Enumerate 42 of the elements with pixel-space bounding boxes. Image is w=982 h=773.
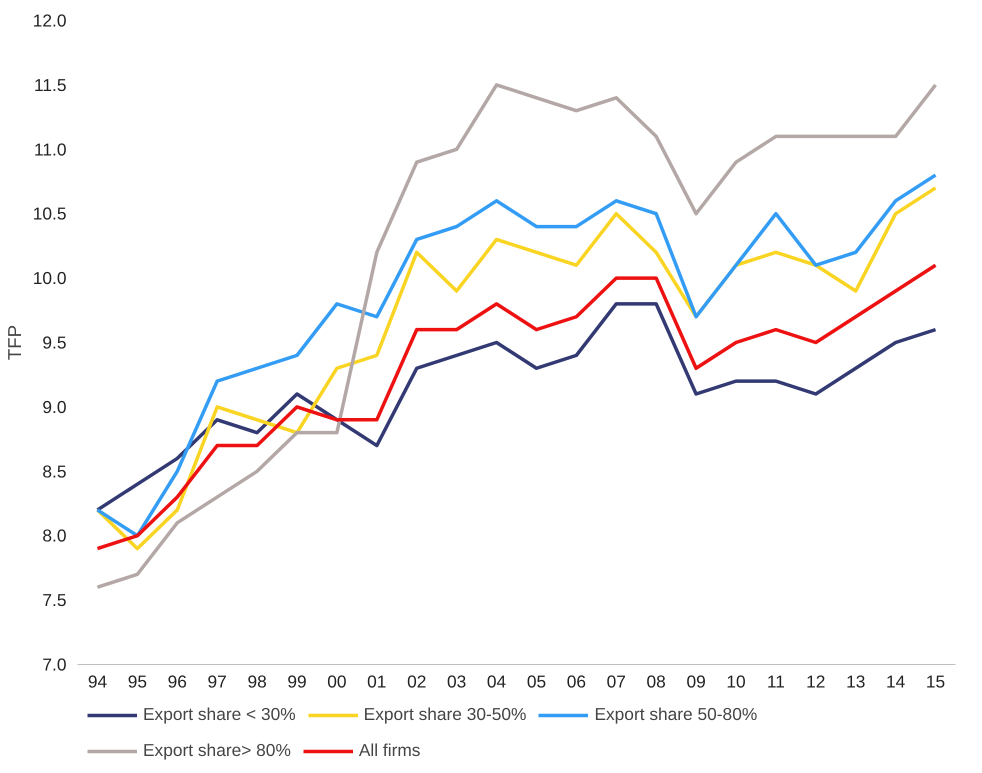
y-tick-label: 9.0 xyxy=(42,396,67,417)
x-tick-label: 11 xyxy=(766,672,785,692)
x-tick-label: 05 xyxy=(526,672,546,692)
x-tick-label: 12 xyxy=(806,672,826,692)
line-series xyxy=(96,263,938,550)
x-tick-label: 14 xyxy=(886,672,906,692)
legend-label: All firms xyxy=(358,740,420,761)
x-tick-label: 06 xyxy=(566,672,586,692)
x-tick-label: 04 xyxy=(486,672,507,692)
line-series xyxy=(96,83,938,589)
y-tick-label: 8.5 xyxy=(42,461,67,482)
x-tick-label: 15 xyxy=(926,672,946,692)
y-axis-title: TFP xyxy=(4,324,25,360)
x-tick-label: 03 xyxy=(447,672,466,692)
legend-label: Export share 30-50% xyxy=(364,704,526,725)
x-tick-label: 08 xyxy=(646,672,666,692)
x-tick-label: 99 xyxy=(287,672,307,692)
legend-label: Export share < 30% xyxy=(143,704,296,725)
x-tick-label: 01 xyxy=(367,672,386,692)
x-tick-label: 96 xyxy=(168,672,187,692)
x-tick-label: 09 xyxy=(686,672,706,692)
x-tick-label: 95 xyxy=(128,672,148,692)
y-tick-label: 7.0 xyxy=(42,654,67,674)
y-tick-label: 11.5 xyxy=(34,74,67,95)
y-tick-label: 8.0 xyxy=(42,526,67,546)
x-tick-label: 07 xyxy=(606,672,626,692)
line-series xyxy=(96,302,938,512)
x-tick-label: 02 xyxy=(407,672,426,692)
x-tick-label: 10 xyxy=(726,672,746,692)
y-tick-label: 10.0 xyxy=(32,268,67,288)
x-tick-label: 98 xyxy=(247,672,267,692)
x-tick-label: 00 xyxy=(327,672,347,692)
y-tick-label: 10.5 xyxy=(32,204,67,224)
y-tick-label: 12.0 xyxy=(32,10,67,30)
y-tick-label: 11.0 xyxy=(34,139,67,160)
legend-label: Export share> 80% xyxy=(143,740,291,761)
x-tick-label: 13 xyxy=(846,672,866,692)
x-tick-label: 94 xyxy=(88,672,108,692)
x-tick-label: 97 xyxy=(208,672,227,692)
legend-label: Export share 50-80% xyxy=(594,704,758,725)
y-tick-label: 7.5 xyxy=(42,590,67,610)
y-tick-label: 9.5 xyxy=(42,332,67,352)
